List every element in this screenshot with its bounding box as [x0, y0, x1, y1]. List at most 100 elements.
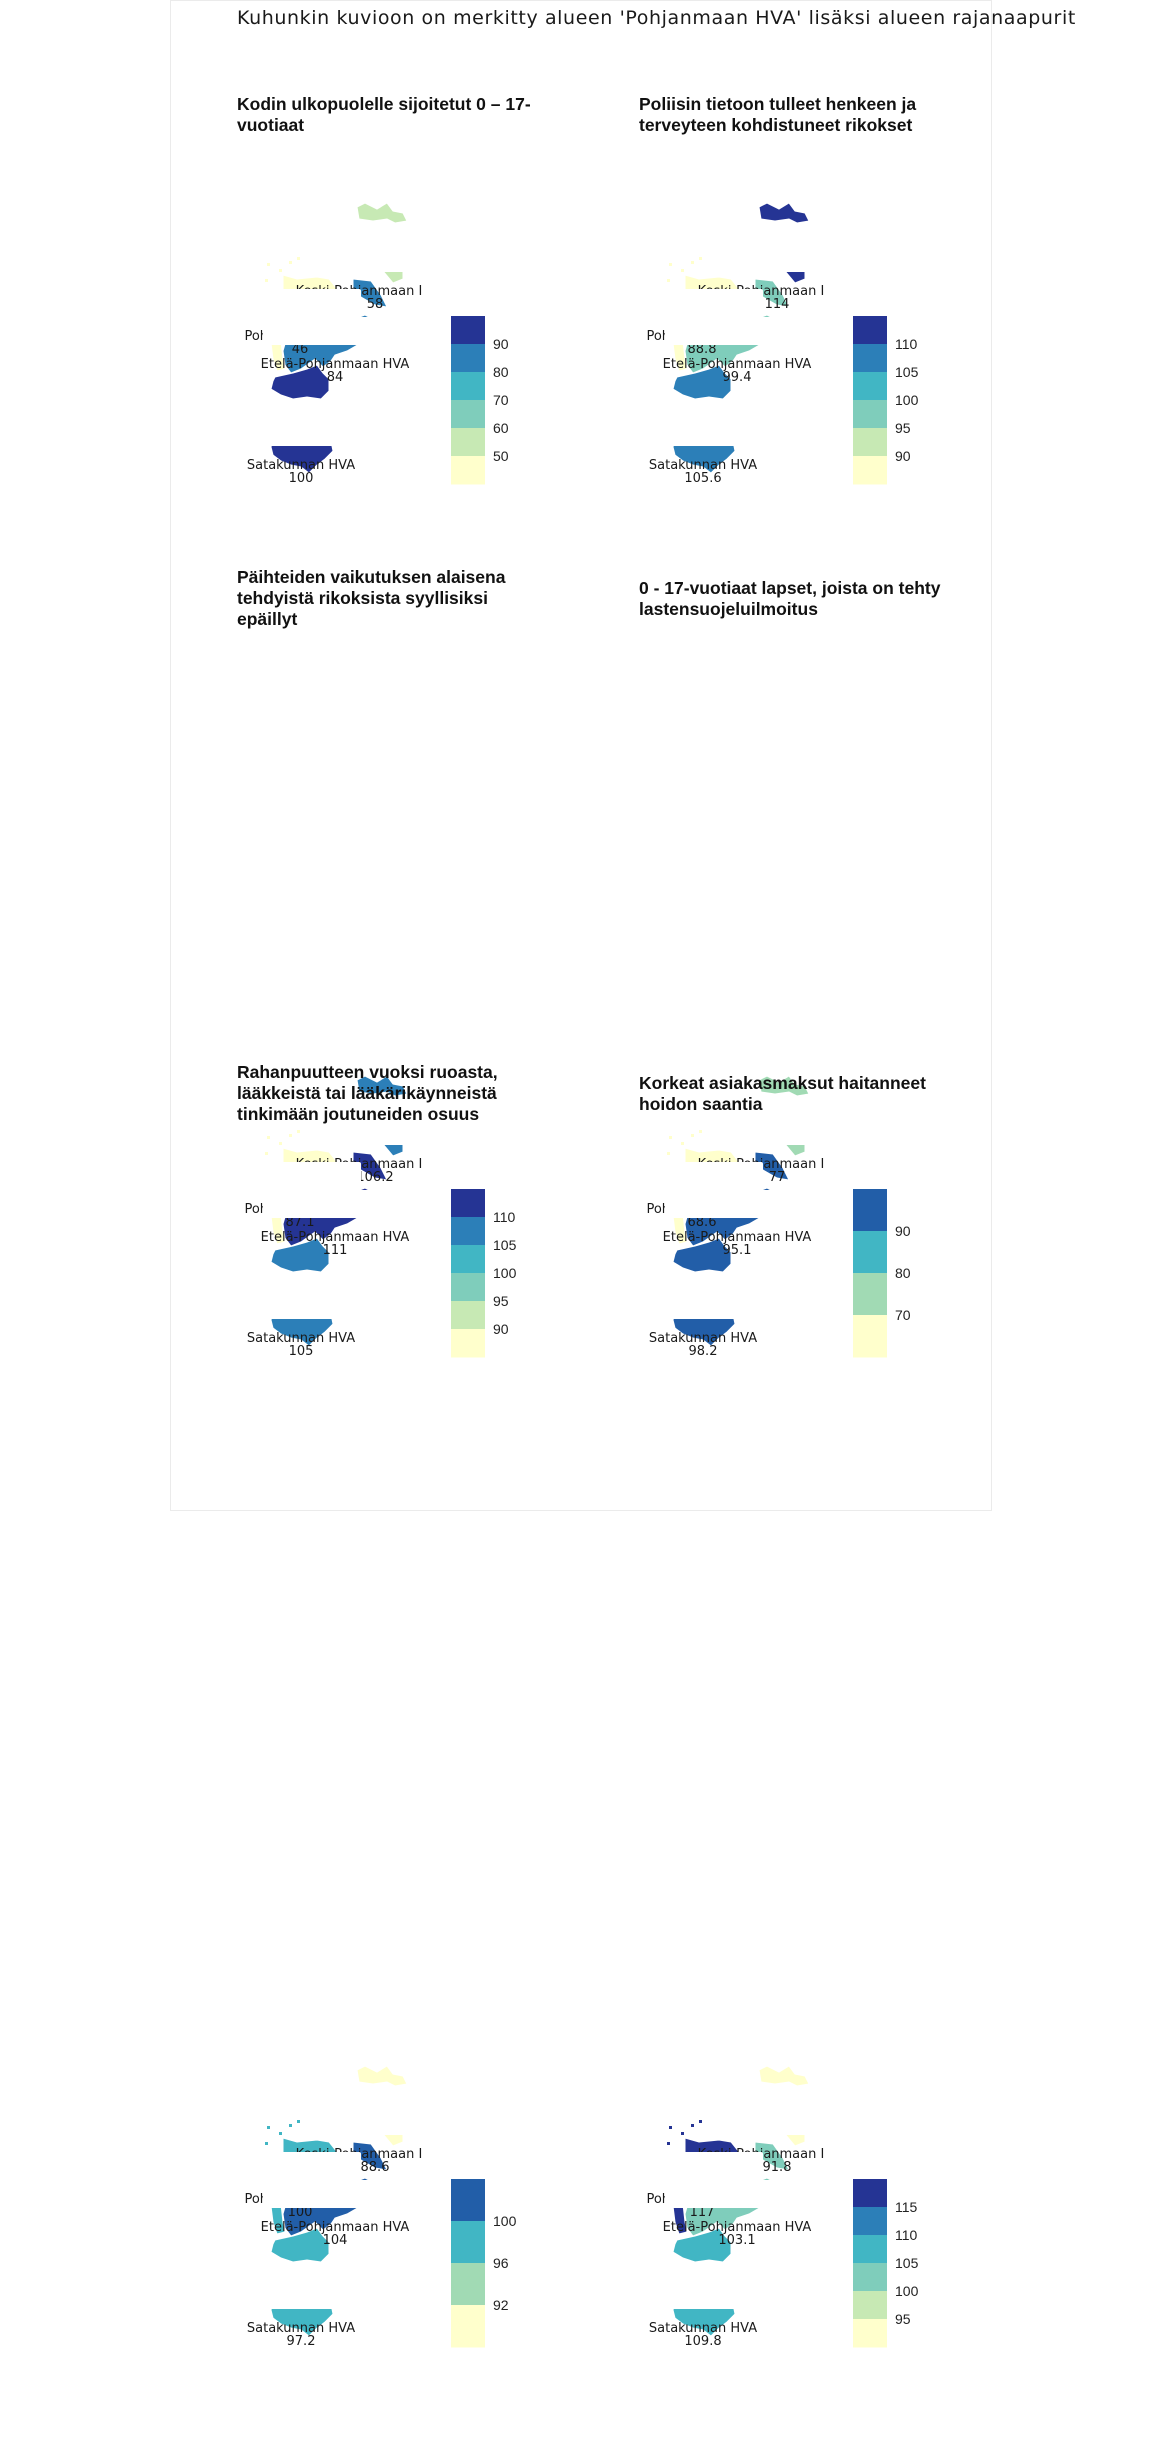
island-dot — [669, 1136, 672, 1139]
region-label-box — [249, 2281, 357, 2309]
legend-color-step — [853, 2179, 887, 2208]
island-dot — [667, 2142, 670, 2145]
legend-tick-label: 105 — [493, 1237, 517, 1253]
choropleth-map: Keski-Pohjanmaan I58Pohjanmaan HVA46Etel… — [244, 202, 509, 486]
legend-tick-label: 90 — [493, 336, 509, 352]
legend-tick-label: 50 — [493, 448, 509, 464]
plot-frame — [170, 0, 992, 1511]
legend-color-step — [853, 2291, 887, 2320]
region-label-box — [303, 1117, 423, 1145]
region-name-label: Satakunnan HVA — [247, 458, 355, 473]
region-name-label: Etelä-Pohjanmaan HVA — [261, 1230, 410, 1245]
region-value-label: 104 — [323, 2233, 348, 2248]
island-dot — [669, 263, 672, 266]
region-label-box — [303, 244, 423, 272]
legend-color-step — [853, 344, 887, 373]
legend-tick-label: 60 — [493, 420, 509, 436]
island-dot — [691, 2124, 694, 2127]
legend-color-step — [451, 1301, 485, 1330]
region-label-box — [263, 317, 407, 345]
legend-tick-label: 90 — [895, 448, 911, 464]
island-dot — [265, 279, 268, 282]
map-panel: Korkeat asiakasmaksut haitanneet hoidon … — [639, 1062, 1019, 2349]
region-label-box — [249, 418, 357, 446]
legend-color-step — [451, 428, 485, 457]
island-dot — [289, 2124, 292, 2127]
region-label-box — [651, 418, 759, 446]
legend-color-step — [853, 1231, 887, 1274]
island-dot — [289, 1134, 292, 1137]
region-name-label: Satakunnan HVA — [247, 1331, 355, 1346]
legend-color-step — [853, 316, 887, 345]
island-dot — [669, 2126, 672, 2129]
legend-tick-label: 70 — [895, 1307, 911, 1323]
panel-title: Korkeat asiakasmaksut haitanneet hoidon … — [639, 1073, 926, 1114]
island-dot — [265, 2142, 268, 2145]
legend-color-step — [451, 400, 485, 429]
legend-color-step — [853, 1273, 887, 1316]
region-value-label: 109.8 — [684, 2334, 721, 2349]
legend-tick-label: 100 — [895, 392, 919, 408]
island-dot — [681, 269, 684, 272]
island-dot — [297, 1130, 300, 1133]
legend-color-step — [451, 2179, 485, 2222]
region-value-label: 97.2 — [287, 2334, 316, 2349]
island-dot — [667, 279, 670, 282]
island-dot — [265, 1152, 268, 1155]
region-label-box — [247, 2152, 361, 2180]
region-label-box — [665, 1190, 809, 1218]
region-value-label: 58 — [367, 297, 384, 312]
legend-tick-label: 100 — [493, 1265, 517, 1281]
choropleth-map: Keski-Pohjanmaan I77Pohjanmaan HVA68.6Et… — [646, 1075, 911, 1359]
legend-tick-label: 100 — [493, 2213, 517, 2229]
panel-title: Rahanpuutteen vuoksi ruoasta, lääkkeistä… — [237, 1062, 498, 1124]
region-value-label: 77 — [769, 1170, 786, 1185]
region-label-box — [705, 244, 825, 272]
region-value-label: 105 — [289, 1344, 314, 1359]
region-value-label: 105.6 — [684, 471, 721, 486]
legend-tick-label: 95 — [895, 2311, 911, 2327]
panel-title: Päihteiden vaikutuksen alaisena tehdyist… — [237, 567, 506, 629]
choropleth-map: Keski-Pohjanmaan I114Pohjanmaan HVA88.8E… — [646, 202, 919, 486]
legend-color-step — [451, 316, 485, 345]
legend-color-step — [853, 2319, 887, 2348]
island-dot — [279, 269, 282, 272]
legend-color-step — [853, 1189, 887, 1232]
island-dot — [681, 1142, 684, 1145]
island-dot — [279, 2132, 282, 2135]
region-label-box — [303, 2107, 423, 2135]
legend-color-step — [451, 1245, 485, 1274]
panel-title: 0 - 17-vuotiaat lapset, joista on tehty … — [639, 578, 941, 619]
island-dot — [681, 2132, 684, 2135]
region-label-box — [649, 2152, 763, 2180]
map-panel: Rahanpuutteen vuoksi ruoasta, lääkkeistä… — [237, 1062, 617, 2349]
legend-tick-label: 95 — [895, 420, 911, 436]
choropleth-map: Keski-Pohjanmaan I88.6Pohjanmaan HVA100E… — [244, 2065, 517, 2349]
legend-tick-label: 100 — [895, 2283, 919, 2299]
legend-color-step — [451, 1273, 485, 1302]
region-label-box — [705, 2107, 825, 2135]
region-label-box — [649, 289, 763, 317]
region-label-box — [665, 2180, 809, 2208]
panel-title: Poliisin tietoon tulleet henkeen ja terv… — [639, 94, 917, 135]
region-name-label: Etelä-Pohjanmaan HVA — [261, 357, 410, 372]
region-value-label: 68.6 — [688, 1215, 717, 1230]
island-dot — [289, 261, 292, 264]
legend-tick-label: 110 — [895, 336, 918, 352]
legend-tick-label: 90 — [493, 1321, 509, 1337]
region-value-label: 100 — [289, 471, 314, 486]
island-dot — [699, 2120, 702, 2123]
region-value-label: 88.6 — [361, 2160, 390, 2175]
island-dot — [267, 2126, 270, 2129]
panel-title: Kodin ulkopuolelle sijoitetut 0 – 17-vuo… — [237, 94, 531, 135]
legend-tick-label: 105 — [895, 364, 919, 380]
region-value-label: 91.8 — [763, 2160, 792, 2175]
legend-color-step — [451, 1189, 485, 1218]
legend-color-step — [451, 2263, 485, 2306]
island-dot — [297, 2120, 300, 2123]
legend-color-step — [853, 428, 887, 457]
legend-color-step — [853, 372, 887, 401]
map-panel: Kodin ulkopuolelle sijoitetut 0 – 17-vuo… — [237, 94, 617, 564]
map-panel: Päihteiden vaikutuksen alaisena tehdyist… — [237, 567, 617, 1359]
